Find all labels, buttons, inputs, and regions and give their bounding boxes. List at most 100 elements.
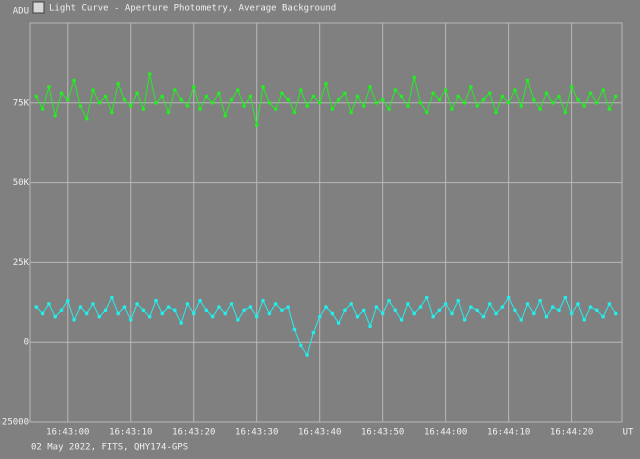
- data-point: [450, 311, 454, 316]
- data-point: [103, 308, 108, 313]
- data-point: [412, 75, 416, 80]
- data-point: [97, 314, 102, 319]
- data-point: [506, 295, 511, 300]
- data-point: [84, 116, 89, 121]
- y-tick-label: -25000: [0, 418, 29, 428]
- data-point: [166, 305, 171, 309]
- y-tick-label: 75K: [13, 98, 30, 108]
- data-point: [519, 318, 524, 322]
- data-point: [595, 308, 599, 313]
- data-point: [84, 311, 89, 316]
- data-point: [500, 305, 505, 309]
- data-point: [443, 302, 448, 306]
- data-point: [569, 85, 574, 89]
- data-point: [135, 91, 139, 96]
- data-point: [191, 85, 196, 89]
- data-point: [317, 101, 322, 105]
- data-point: [292, 327, 297, 332]
- x-tick-label: 16:43:40: [298, 428, 341, 438]
- data-point: [135, 302, 139, 306]
- window-title: Light Curve - Aperture Photometry, Avera…: [49, 4, 336, 14]
- data-point: [349, 302, 353, 306]
- data-point: [506, 101, 511, 105]
- data-point: [406, 104, 410, 108]
- data-point: [601, 314, 605, 319]
- data-point: [242, 308, 246, 313]
- data-point: [557, 94, 561, 99]
- data-point: [223, 113, 228, 118]
- data-point: [141, 308, 146, 313]
- data-point: [166, 110, 171, 115]
- data-point: [116, 311, 120, 316]
- data-point: [336, 321, 341, 325]
- data-point: [204, 94, 209, 99]
- x-tick-label: 16:44:20: [550, 428, 593, 438]
- data-point: [261, 85, 265, 89]
- data-point: [607, 107, 612, 111]
- data-point: [248, 305, 253, 309]
- data-point: [65, 97, 70, 102]
- data-point: [588, 91, 593, 96]
- data-point: [47, 302, 51, 306]
- data-point: [418, 101, 423, 105]
- data-point: [355, 94, 360, 99]
- x-tick-label: 16:43:10: [109, 428, 152, 438]
- data-point: [361, 308, 366, 313]
- data-point: [78, 104, 83, 108]
- y-tick-label: 0: [24, 338, 29, 348]
- data-point: [185, 104, 190, 108]
- data-point: [437, 97, 442, 102]
- data-point: [317, 314, 322, 319]
- data-point: [563, 110, 568, 115]
- data-point: [185, 302, 190, 306]
- data-point: [223, 311, 228, 316]
- data-point: [173, 308, 177, 313]
- x-tick-label: 16:43:00: [46, 428, 89, 438]
- data-point: [412, 311, 416, 316]
- data-point: [582, 318, 587, 322]
- data-point: [399, 318, 404, 322]
- data-point: [431, 314, 435, 319]
- data-point: [128, 104, 133, 108]
- data-point: [261, 298, 265, 303]
- data-point: [141, 107, 146, 111]
- data-point: [494, 110, 498, 115]
- data-point: [607, 302, 612, 306]
- data-point: [324, 81, 328, 86]
- data-point: [210, 314, 215, 319]
- data-point: [147, 314, 152, 319]
- data-point: [355, 314, 360, 319]
- data-point: [173, 88, 177, 92]
- data-point: [550, 305, 555, 309]
- data-point: [40, 311, 45, 316]
- data-point: [399, 94, 404, 99]
- x-tick-label: 16:43:30: [235, 428, 278, 438]
- data-point: [122, 305, 127, 309]
- footer: 02 May 2022, FITS, QHY174-GPS: [31, 443, 188, 453]
- data-point: [532, 97, 536, 102]
- data-point: [487, 302, 492, 306]
- data-point: [601, 88, 605, 92]
- data-point: [462, 318, 467, 322]
- y-axis-label: ADU: [13, 7, 29, 17]
- x-tick-label: 16:43:20: [172, 428, 215, 438]
- data-point: [330, 311, 335, 316]
- data-point: [431, 91, 435, 96]
- data-point: [437, 308, 442, 313]
- data-point: [374, 101, 379, 105]
- data-point: [469, 305, 473, 309]
- data-point: [53, 113, 57, 118]
- data-point: [336, 97, 341, 102]
- data-point: [210, 101, 215, 105]
- data-point: [387, 298, 391, 303]
- data-point: [368, 85, 372, 89]
- data-point: [330, 107, 335, 111]
- data-point: [299, 88, 303, 92]
- data-point: [53, 314, 57, 319]
- data-point: [613, 94, 618, 99]
- data-point: [443, 88, 448, 92]
- data-point: [34, 305, 39, 309]
- data-point: [97, 101, 102, 105]
- x-axis-label: UT: [623, 428, 634, 438]
